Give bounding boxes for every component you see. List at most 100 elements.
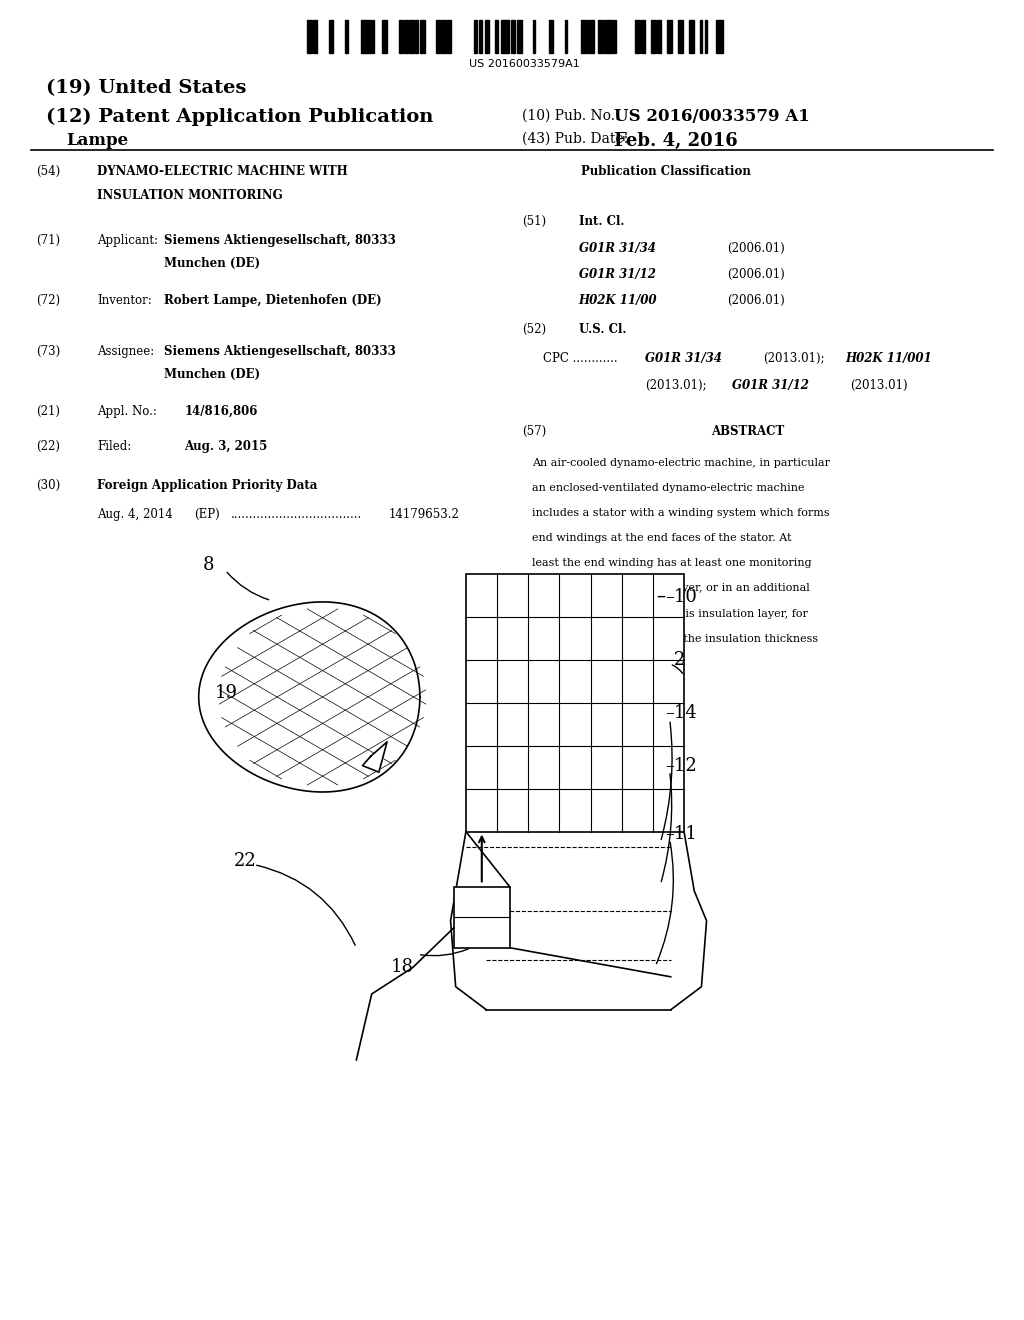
- Bar: [651, 20, 655, 53]
- Bar: [613, 20, 615, 53]
- Bar: [479, 20, 482, 53]
- Text: (21): (21): [36, 405, 59, 418]
- Text: An air-cooled dynamo-electric machine, in particular: An air-cooled dynamo-electric machine, i…: [532, 458, 830, 469]
- Text: (30): (30): [36, 479, 60, 492]
- Bar: [403, 20, 409, 53]
- Bar: [436, 20, 441, 53]
- Bar: [420, 20, 425, 53]
- Text: Aug. 4, 2014: Aug. 4, 2014: [97, 508, 173, 521]
- Text: Appl. No.:: Appl. No.:: [97, 405, 157, 418]
- Bar: [484, 20, 489, 53]
- Bar: [496, 20, 498, 53]
- Bar: [410, 20, 414, 53]
- Bar: [689, 20, 693, 53]
- Bar: [398, 20, 403, 53]
- Text: Applicant:: Applicant:: [97, 234, 159, 247]
- Text: (2006.01): (2006.01): [727, 294, 784, 308]
- Text: (10) Pub. No.:: (10) Pub. No.:: [522, 108, 620, 123]
- Text: end windings at the end faces of the stator. At: end windings at the end faces of the sta…: [532, 533, 792, 544]
- Text: (43) Pub. Date:: (43) Pub. Date:: [522, 132, 629, 147]
- Bar: [517, 20, 521, 53]
- Text: (2006.01): (2006.01): [727, 268, 784, 281]
- Text: Aug. 3, 2015: Aug. 3, 2015: [184, 440, 267, 453]
- Polygon shape: [199, 602, 420, 792]
- Bar: [635, 20, 640, 53]
- Text: the purpose of monitoring the insulation thickness: the purpose of monitoring the insulation…: [532, 634, 818, 644]
- Bar: [582, 20, 586, 53]
- Bar: [372, 20, 374, 53]
- Bar: [608, 20, 613, 53]
- Bar: [367, 20, 371, 53]
- Text: H02K 11/00: H02K 11/00: [579, 294, 657, 308]
- Text: Feb. 4, 2016: Feb. 4, 2016: [614, 132, 738, 150]
- Bar: [716, 20, 721, 53]
- Text: least the end winding has at least one monitoring: least the end winding has at least one m…: [532, 558, 812, 569]
- Bar: [699, 20, 701, 53]
- Bar: [565, 20, 567, 53]
- Bar: [454, 887, 510, 948]
- Bar: [415, 20, 418, 53]
- Text: G01R 31/12: G01R 31/12: [579, 268, 655, 281]
- Text: 19: 19: [215, 684, 238, 702]
- Text: –14: –14: [666, 704, 697, 722]
- Text: (22): (22): [36, 440, 59, 453]
- Bar: [360, 20, 366, 53]
- Text: G01R 31/34: G01R 31/34: [645, 352, 722, 366]
- Bar: [312, 20, 316, 53]
- Text: 14/816,806: 14/816,806: [184, 405, 258, 418]
- Text: element in its insulation layer, or in an additional: element in its insulation layer, or in a…: [532, 583, 810, 594]
- Bar: [383, 20, 387, 53]
- Text: Siemens Aktiengesellschaft, 80333: Siemens Aktiengesellschaft, 80333: [164, 345, 395, 358]
- Polygon shape: [362, 742, 387, 772]
- Bar: [532, 20, 536, 53]
- Text: Publication Classification: Publication Classification: [581, 165, 751, 178]
- Text: Lampe: Lampe: [67, 132, 129, 149]
- Text: Robert Lampe, Dietenhofen (DE): Robert Lampe, Dietenhofen (DE): [164, 294, 382, 308]
- Text: (2013.01): (2013.01): [850, 379, 907, 392]
- Text: –11: –11: [666, 825, 697, 843]
- Bar: [678, 20, 683, 53]
- Bar: [329, 20, 333, 53]
- Text: 14179653.2: 14179653.2: [389, 508, 460, 521]
- Bar: [668, 20, 672, 53]
- Text: H02K 11/001: H02K 11/001: [845, 352, 932, 366]
- Text: US 2016/0033579 A1: US 2016/0033579 A1: [614, 108, 810, 125]
- Bar: [587, 20, 592, 53]
- Text: ...................................: ...................................: [230, 508, 361, 521]
- Text: (51): (51): [522, 215, 547, 228]
- Bar: [721, 20, 723, 53]
- Text: (54): (54): [36, 165, 60, 178]
- Text: G01R 31/12: G01R 31/12: [732, 379, 809, 392]
- Bar: [446, 20, 452, 53]
- Text: (57): (57): [522, 425, 547, 438]
- Bar: [345, 20, 348, 53]
- Bar: [307, 20, 312, 53]
- Text: Assignee:: Assignee:: [97, 345, 155, 358]
- Text: DYNAMO-ELECTRIC MACHINE WITH: DYNAMO-ELECTRIC MACHINE WITH: [97, 165, 348, 178]
- Text: (EP): (EP): [195, 508, 220, 521]
- Text: INSULATION MONITORING: INSULATION MONITORING: [97, 189, 283, 202]
- Text: –10: –10: [666, 587, 697, 606]
- Bar: [592, 20, 594, 53]
- Text: Siemens Aktiengesellschaft, 80333: Siemens Aktiengesellschaft, 80333: [164, 234, 395, 247]
- Text: –2: –2: [666, 651, 686, 669]
- Bar: [506, 20, 509, 53]
- Text: U.S. Cl.: U.S. Cl.: [579, 323, 626, 337]
- Text: (2013.01);: (2013.01);: [763, 352, 824, 366]
- Text: Inventor:: Inventor:: [97, 294, 152, 308]
- Text: (2006.01): (2006.01): [727, 242, 784, 255]
- Bar: [511, 20, 515, 53]
- Text: of the end winding.: of the end winding.: [532, 659, 641, 669]
- Bar: [549, 20, 553, 53]
- Text: US 20160033579A1: US 20160033579A1: [469, 59, 580, 70]
- Text: Munchen (DE): Munchen (DE): [164, 368, 260, 381]
- Text: Int. Cl.: Int. Cl.: [579, 215, 624, 228]
- Bar: [466, 574, 684, 832]
- Text: 18: 18: [391, 958, 414, 977]
- Text: (71): (71): [36, 234, 60, 247]
- Text: includes a stator with a winding system which forms: includes a stator with a winding system …: [532, 508, 830, 519]
- Text: Munchen (DE): Munchen (DE): [164, 257, 260, 271]
- Text: CPC ............: CPC ............: [543, 352, 617, 366]
- Text: an enclosed-ventilated dynamo-electric machine: an enclosed-ventilated dynamo-electric m…: [532, 483, 805, 494]
- Text: ABSTRACT: ABSTRACT: [711, 425, 784, 438]
